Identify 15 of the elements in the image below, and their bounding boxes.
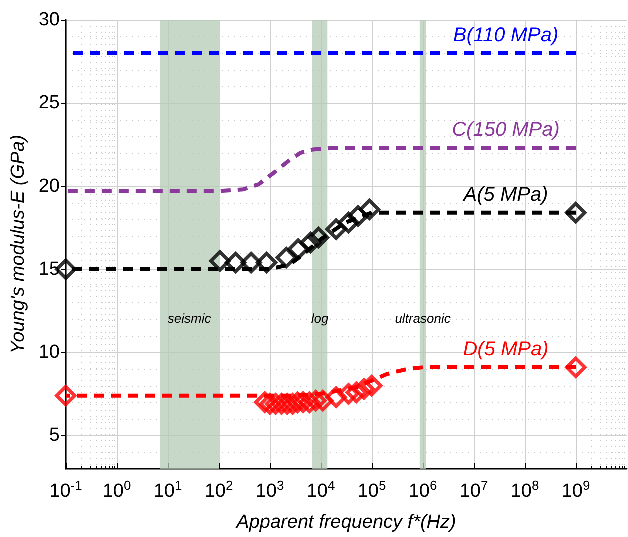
series-label: D(5 MPa) [463,338,549,361]
series-label: A(5 MPa) [462,184,548,206]
x-axis-title: Apparent frequency f*(Hz) [236,512,456,533]
y-tick-label: 5 [49,425,60,446]
y-tick-label: 10 [38,342,60,364]
series-label: B(110 MPa) [453,24,559,46]
y-tick-label: 20 [38,176,60,197]
y-tick-label: 15 [38,258,60,280]
band-label: ultrasonic [395,310,452,326]
band-label: seismic [168,310,212,326]
series-label: C(150 MPa) [452,119,560,142]
y-axis-title: Young's modulus-E (GPa) [8,134,29,354]
y-tick-label: 30 [38,10,60,30]
band-label: log [311,310,330,326]
y-tick-label: 25 [38,92,60,114]
